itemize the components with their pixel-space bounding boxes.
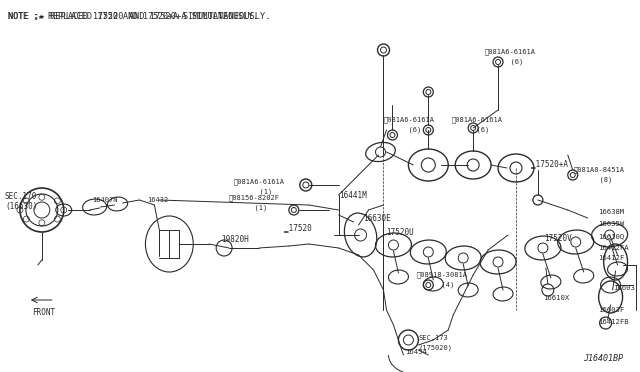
- Text: 16610Q: 16610Q: [598, 233, 624, 239]
- Text: (175020): (175020): [419, 345, 452, 351]
- Text: 16638M: 16638M: [598, 209, 624, 215]
- Text: 16412FB: 16412FB: [598, 319, 628, 325]
- Text: ④081A6-6161A: ④081A6-6161A: [485, 49, 536, 55]
- Text: 16635W: 16635W: [598, 221, 624, 227]
- Text: ‗17520: ‗17520: [284, 224, 312, 232]
- Text: 16603F: 16603F: [598, 307, 624, 313]
- Text: (6): (6): [383, 127, 422, 133]
- Text: (6): (6): [451, 127, 490, 133]
- Text: ④081A6-6161A: ④081A6-6161A: [234, 179, 285, 185]
- Text: ④081A6-6161A: ④081A6-6161A: [451, 117, 502, 123]
- Text: NOTE ;★ REPLACED 17520 AND 17520+A SIMULTANEOUSLY.: NOTE ;★ REPLACED 17520 AND 17520+A SIMUL…: [8, 12, 258, 21]
- Text: 16412F: 16412F: [598, 255, 624, 261]
- Text: SEC.173: SEC.173: [419, 335, 448, 341]
- Text: 16407N: 16407N: [93, 197, 118, 203]
- Text: 16454: 16454: [405, 349, 428, 355]
- Text: 16603: 16603: [612, 285, 634, 291]
- Text: 16432: 16432: [147, 197, 169, 203]
- Text: 19820H: 19820H: [221, 235, 249, 244]
- Text: SEC.170: SEC.170: [5, 192, 37, 201]
- Text: 16630E: 16630E: [364, 214, 391, 222]
- Text: (1): (1): [229, 205, 268, 211]
- Text: ③08918-3081A: ③08918-3081A: [417, 272, 467, 278]
- Text: FRONT: FRONT: [32, 308, 55, 317]
- Text: J16401BP: J16401BP: [584, 354, 623, 363]
- Text: 16412FA: 16412FA: [598, 245, 628, 251]
- Text: ④081A8-8451A: ④081A8-8451A: [573, 167, 625, 173]
- Text: (4): (4): [417, 282, 454, 288]
- Text: 17520U: 17520U: [387, 228, 414, 237]
- Text: (16630): (16630): [5, 202, 37, 211]
- Text: (6): (6): [485, 59, 524, 65]
- Text: (1): (1): [234, 189, 273, 195]
- Text: 17520V: 17520V: [544, 234, 572, 243]
- Text: ③08156-8202F: ③08156-8202F: [229, 195, 280, 201]
- Text: 16610X: 16610X: [543, 295, 569, 301]
- Text: ‗17520+A: ‗17520+A: [531, 160, 568, 169]
- Text: 16441M: 16441M: [339, 190, 367, 199]
- Text: NOTE ;★ REPLACED 17520 AND 17520+A SIMULTANEOUSLY.: NOTE ;★ REPLACED 17520 AND 17520+A SIMUL…: [8, 12, 270, 21]
- Text: ④081A6-6161A: ④081A6-6161A: [383, 117, 435, 123]
- Text: (8): (8): [573, 177, 612, 183]
